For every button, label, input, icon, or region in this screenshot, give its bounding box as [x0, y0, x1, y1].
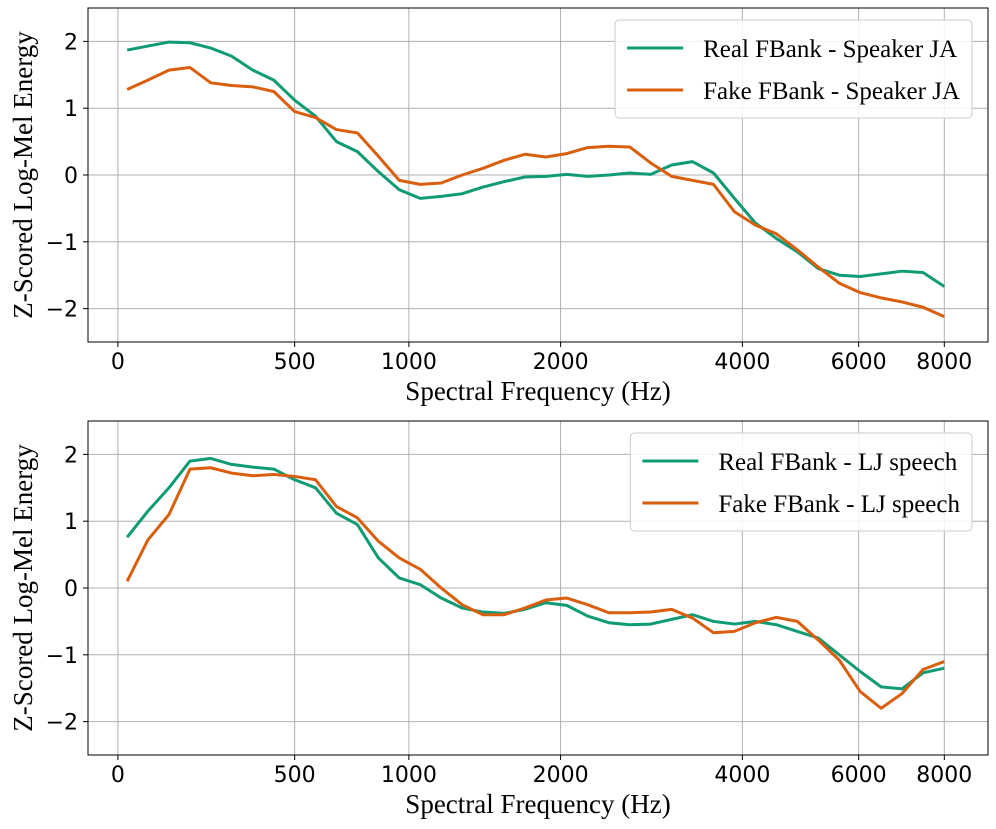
x-tick-label: 8000 — [916, 763, 972, 788]
y-tick-label: −2 — [46, 298, 78, 323]
legend-frame — [629, 432, 973, 532]
y-tick-label: −2 — [46, 711, 78, 736]
y-tick-label: 1 — [64, 510, 78, 535]
y-tick-label: −1 — [46, 231, 78, 256]
x-axis-label: Spectral Frequency (Hz) — [405, 789, 670, 819]
y-tick-label: 2 — [64, 443, 78, 468]
x-tick-label: 1000 — [381, 350, 437, 375]
axes-frame — [87, 420, 989, 756]
legend-frame — [614, 19, 973, 119]
subplot: 0 500 1000 2000 4000 6000 8000 −2 −1 0 1 2 Spectral … — [8, 7, 989, 406]
data-line — [126, 65, 945, 318]
y-tick-label: 1 — [64, 97, 78, 122]
legend: Real FBank - LJ speech Fake FBank - LJ sp… — [629, 432, 973, 532]
legend-label: Real FBank - Speaker JA — [703, 36, 957, 63]
x-tick-label: 1000 — [381, 763, 437, 788]
x-tick-label: 8000 — [916, 350, 972, 375]
legend-label: Real FBank - LJ speech — [718, 449, 957, 476]
x-tick-label: 2000 — [533, 350, 589, 375]
x-tick-label: 4000 — [714, 350, 770, 375]
legend-label: Fake FBank - LJ speech — [718, 491, 960, 518]
x-tick-label: 6000 — [831, 763, 887, 788]
y-tick-label: 2 — [64, 30, 78, 55]
x-tick-label: 4000 — [714, 763, 770, 788]
data-line — [125, 466, 945, 710]
data-line — [125, 456, 945, 691]
y-axis-label: Z-Scored Log-Mel Energy — [8, 444, 38, 732]
subplot: 0 500 1000 2000 4000 6000 8000 −2 −1 0 1 2 Spectral … — [8, 420, 989, 819]
axes-frame — [87, 7, 989, 343]
x-axis-label: Spectral Frequency (Hz) — [405, 376, 670, 406]
x-tick-label: 500 — [274, 763, 316, 788]
y-tick-label: −1 — [46, 644, 78, 669]
x-tick-label: 0 — [111, 350, 125, 375]
x-tick-label: 6000 — [831, 350, 887, 375]
legend: Real FBank - Speaker JA Fake FBank - Spea… — [614, 19, 973, 119]
y-tick-label: 0 — [64, 577, 78, 602]
legend-label: Fake FBank - Speaker JA — [703, 78, 960, 105]
x-tick-label: 500 — [274, 350, 316, 375]
x-tick-label: 0 — [111, 763, 125, 788]
y-tick-label: 0 — [64, 164, 78, 189]
y-axis-label: Z-Scored Log-Mel Energy — [8, 31, 38, 319]
x-tick-label: 2000 — [533, 763, 589, 788]
